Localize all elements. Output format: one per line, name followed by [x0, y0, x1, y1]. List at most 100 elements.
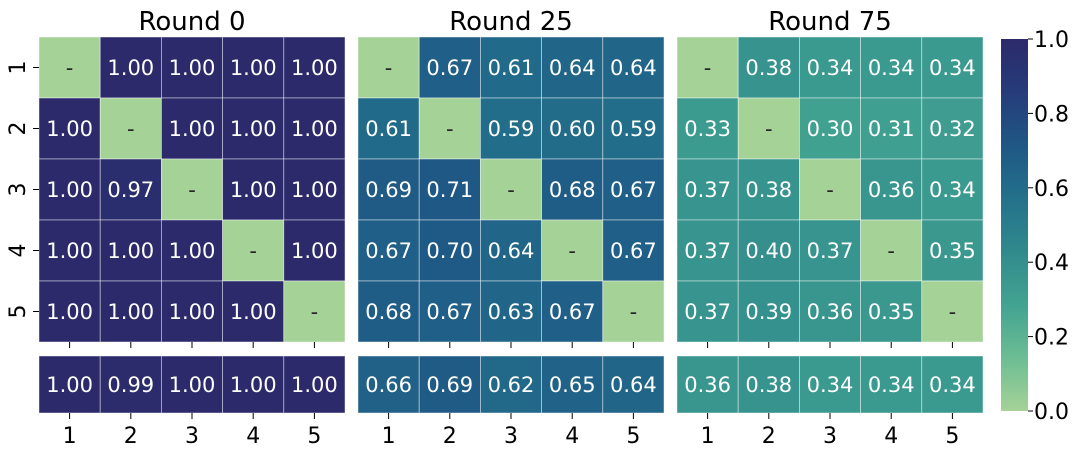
- x-tick-label: 2: [762, 424, 776, 449]
- cell-label: 0.67: [426, 300, 473, 324]
- y-tick-label: 2: [6, 122, 31, 136]
- heatmap-cell: [357, 158, 420, 221]
- heatmap-cell: [479, 219, 542, 282]
- y-tick-label: 4: [6, 244, 31, 258]
- x-tick-label: 5: [626, 424, 640, 449]
- cell-label: -: [385, 56, 393, 80]
- cell-label: 0.39: [745, 300, 792, 324]
- x-tick-label: 1: [701, 424, 715, 449]
- summary-label: 0.34: [807, 373, 854, 397]
- cell-label: 0.37: [684, 239, 731, 263]
- cell-label: 0.64: [549, 56, 596, 80]
- heatmap-cell: [737, 36, 800, 99]
- cell-label: 1.00: [291, 117, 338, 141]
- cell-label: -: [507, 178, 515, 202]
- diagonal-cell: [38, 36, 101, 99]
- heatmap-cell: [479, 280, 542, 343]
- cell-label: -: [826, 178, 834, 202]
- cell-label: 1.00: [291, 178, 338, 202]
- colorbar-tick-label: 0.0: [1034, 400, 1069, 425]
- cell-label: 1.00: [46, 239, 93, 263]
- summary-label: 0.99: [107, 373, 154, 397]
- heatmap-panels: Round 0 - 1.00 1.00 1.00 1.00 1.00 - 1.00 1.00 1.0…: [6, 7, 984, 449]
- diagonal-cell: [799, 158, 862, 221]
- cell-label: 0.34: [929, 178, 976, 202]
- cell-label: 0.67: [549, 300, 596, 324]
- cell-label: -: [704, 56, 712, 80]
- heatmap-cell: [737, 219, 800, 282]
- heatmap-cell: [860, 97, 923, 160]
- panel-2: Round 25 - 0.67 0.61 0.64 0.64 0.61 - 0.59 0.60 0.…: [357, 7, 665, 449]
- cell-label: -: [949, 300, 957, 324]
- summary-cell: [602, 355, 665, 414]
- heatmap-cell: [799, 219, 862, 282]
- cell-label: 0.37: [684, 300, 731, 324]
- heatmap-cell: [160, 219, 223, 282]
- diagonal-cell: [479, 158, 542, 221]
- cell-label: -: [765, 117, 773, 141]
- summary-label: 0.64: [610, 373, 657, 397]
- x-tick-label: 5: [307, 424, 321, 449]
- summary-label: 0.34: [929, 373, 976, 397]
- diagonal-cell: [860, 219, 923, 282]
- summary-cell: [357, 355, 420, 414]
- x-tick-label: 1: [63, 424, 77, 449]
- heatmap-cell: [860, 280, 923, 343]
- x-tick-label: 2: [443, 424, 457, 449]
- cell-label: 0.67: [365, 239, 412, 263]
- cell-label: 1.00: [230, 117, 277, 141]
- x-tick-label: 2: [124, 424, 138, 449]
- summary-label: 0.34: [868, 373, 915, 397]
- summary-cell: [860, 355, 923, 414]
- cell-label: 1.00: [107, 300, 154, 324]
- cell-label: 0.60: [549, 117, 596, 141]
- heatmap-cell: [418, 36, 481, 99]
- summary-label: 0.65: [549, 373, 596, 397]
- summary-cell: [99, 355, 162, 414]
- cell-label: 0.34: [868, 56, 915, 80]
- diagonal-cell: [222, 219, 285, 282]
- x-tick-label: 3: [823, 424, 837, 449]
- heatmap-cell: [921, 97, 984, 160]
- summary-cell: [921, 355, 984, 414]
- cell-label: 0.35: [929, 239, 976, 263]
- colorbar-tick-label: 0.4: [1034, 251, 1069, 276]
- panel-title: Round 75: [768, 7, 892, 37]
- summary-cell: [222, 355, 285, 414]
- cell-label: 0.33: [684, 117, 731, 141]
- summary-cell: [160, 355, 223, 414]
- heatmap-cell: [160, 97, 223, 160]
- heatmap-cell: [799, 36, 862, 99]
- heatmap-cell: [541, 280, 604, 343]
- summary-label: 1.00: [169, 373, 216, 397]
- cell-label: 1.00: [230, 56, 277, 80]
- cell-label: 0.67: [610, 178, 657, 202]
- cell-label: 0.30: [807, 117, 854, 141]
- cell-label: -: [311, 300, 319, 324]
- cell-label: 0.34: [929, 56, 976, 80]
- cell-label: 0.69: [365, 178, 412, 202]
- cell-label: 0.59: [610, 117, 657, 141]
- heatmap-cell: [418, 158, 481, 221]
- cell-label: 0.31: [868, 117, 915, 141]
- panel-title: Round 0: [138, 7, 245, 37]
- diagonal-cell: [160, 158, 223, 221]
- heatmap-cell: [418, 219, 481, 282]
- x-tick-label: 5: [945, 424, 959, 449]
- cell-label: -: [887, 239, 895, 263]
- heatmap-cell: [602, 219, 665, 282]
- cell-label: 0.64: [488, 239, 535, 263]
- cell-label: 1.00: [291, 56, 338, 80]
- heatmap-cell: [860, 158, 923, 221]
- summary-label: 0.38: [745, 373, 792, 397]
- cell-label: -: [66, 56, 74, 80]
- colorbar-tick-label: 1.0: [1034, 28, 1069, 53]
- summary-label: 0.36: [684, 373, 731, 397]
- heatmap-cell: [99, 280, 162, 343]
- cell-label: 0.67: [610, 239, 657, 263]
- diagonal-cell: [921, 280, 984, 343]
- x-tick-label: 3: [185, 424, 199, 449]
- cell-label: 1.00: [169, 56, 216, 80]
- summary-label: 1.00: [291, 373, 338, 397]
- cell-label: 1.00: [169, 117, 216, 141]
